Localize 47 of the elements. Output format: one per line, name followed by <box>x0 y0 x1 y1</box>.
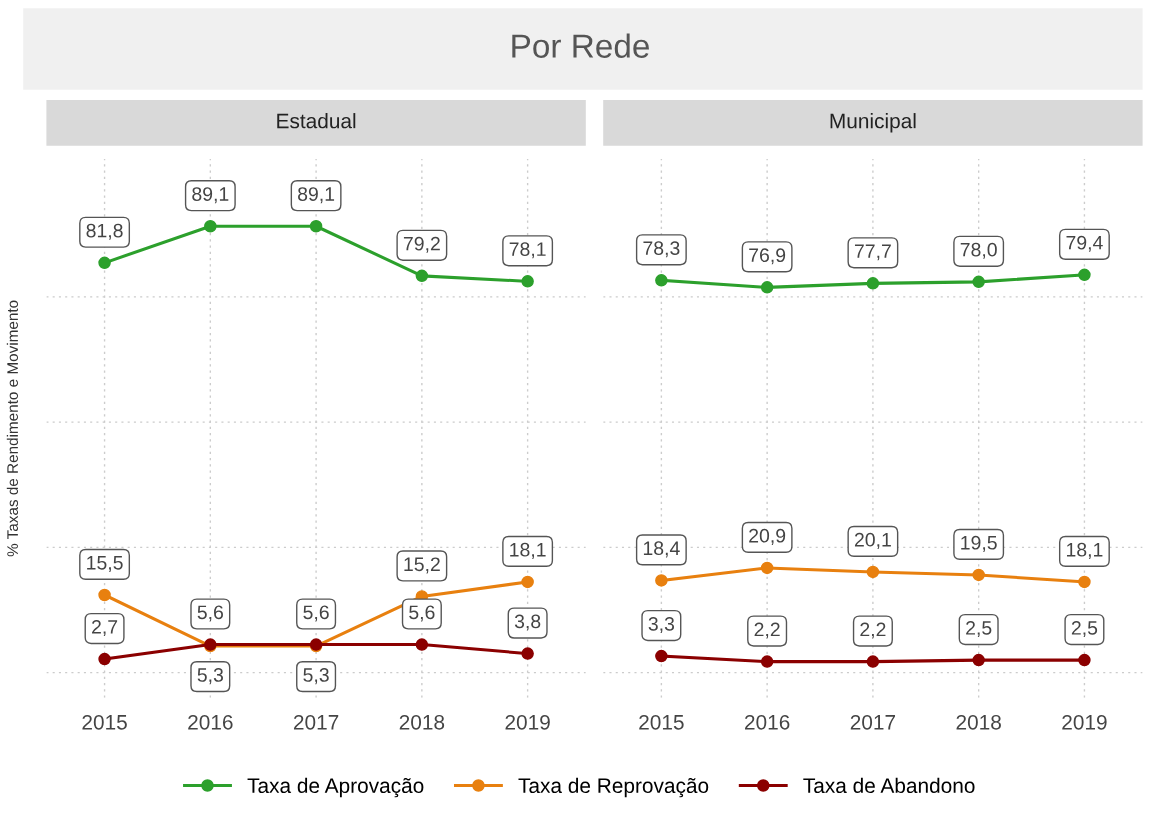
legend-label: Taxa de Reprovação <box>518 777 709 798</box>
data-label: 5,6 <box>303 605 329 622</box>
x-tick-label: 2017 <box>293 714 339 730</box>
x-tick-label: 2015 <box>82 714 127 730</box>
data-label: 15,2 <box>404 557 440 574</box>
data-label: 81,8 <box>86 223 123 240</box>
data-label: 78,0 <box>960 242 997 259</box>
data-label: 89,1 <box>298 187 335 204</box>
data-label: 79,2 <box>403 236 440 253</box>
data-label: 2,7 <box>92 620 118 637</box>
legend-label: Taxa de Aprovação <box>247 777 424 798</box>
data-label: 2,5 <box>966 621 992 638</box>
data-label: 20,9 <box>749 528 786 545</box>
x-tick-label: 2019 <box>505 714 550 730</box>
data-label: 18,1 <box>1066 542 1103 559</box>
data-label: 78,3 <box>643 241 680 258</box>
x-tick-label: 2017 <box>850 714 896 730</box>
x-tick-label: 2019 <box>1062 714 1107 730</box>
data-label: 20,1 <box>854 532 891 549</box>
text: Por Rede <box>512 33 649 58</box>
data-label: 3,3 <box>648 616 675 634</box>
x-tick-label: 2016 <box>745 714 790 730</box>
data-label: 2,2 <box>860 622 886 639</box>
data-label: 78,1 <box>509 242 546 259</box>
data-label: 2,5 <box>1071 621 1098 638</box>
data-label: 18,1 <box>510 542 546 559</box>
data-label: 89,1 <box>192 187 229 204</box>
data-label: 2,2 <box>754 622 780 639</box>
data-label: 5,3 <box>303 668 329 685</box>
data-label: 18,4 <box>643 541 680 558</box>
data-label: 5,6 <box>409 605 435 622</box>
x-tick-label: 2018 <box>956 714 1001 730</box>
data-label: 19,5 <box>961 535 997 552</box>
data-label: 77,7 <box>854 244 891 261</box>
data-label: 5,6 <box>197 605 223 622</box>
data-label: 5,3 <box>197 668 223 685</box>
y-axis-title: % Taxas de Rendimento e Movimento <box>6 300 19 557</box>
x-tick-label: 2018 <box>399 714 445 730</box>
data-label: 3,8 <box>514 614 541 631</box>
x-tick-label: 2015 <box>639 714 684 730</box>
data-label: 79,4 <box>1066 235 1103 252</box>
x-tick-label: 2016 <box>188 714 233 730</box>
chart-title: Estadual <box>277 113 356 129</box>
legend-label: Taxa de Abandono <box>803 777 975 794</box>
data-label: 15,5 <box>87 556 123 572</box>
data-label: 76,9 <box>749 248 786 265</box>
chart-title: Municipal <box>830 113 916 133</box>
